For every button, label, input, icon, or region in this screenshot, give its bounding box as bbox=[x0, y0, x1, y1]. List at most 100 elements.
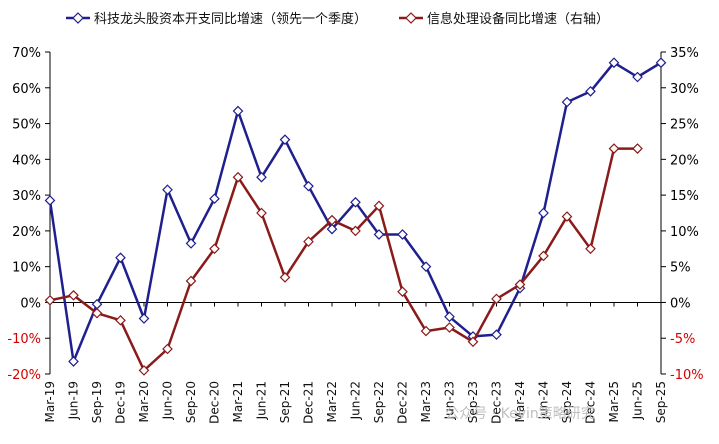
data-point-0 bbox=[138, 313, 150, 324]
data-point-1 bbox=[561, 211, 573, 222]
right-axis-ticks: -10% -5% 0% 5% 10% 15% 20% 25% 30% 35% bbox=[661, 46, 704, 383]
right-tick-label: -5% bbox=[670, 332, 695, 347]
right-tick-label: 5% bbox=[670, 261, 691, 276]
left-tick-label: 70% bbox=[12, 46, 41, 61]
data-point-0 bbox=[397, 229, 408, 240]
data-point-0 bbox=[232, 105, 244, 117]
data-point-1 bbox=[326, 214, 338, 226]
x-tick-label: Jun-19 bbox=[67, 381, 81, 420]
right-tick-label: 25% bbox=[670, 118, 699, 133]
x-tick-label: Jun-24 bbox=[537, 381, 551, 420]
data-point-0 bbox=[655, 57, 667, 69]
data-point-1 bbox=[232, 171, 244, 183]
left-tick-label: 60% bbox=[12, 82, 41, 97]
x-tick-label: Mar-24 bbox=[513, 381, 527, 422]
data-point-1 bbox=[467, 336, 479, 348]
data-point-0 bbox=[209, 193, 220, 205]
left-tick-label: 10% bbox=[12, 261, 41, 276]
data-point-1 bbox=[44, 294, 56, 306]
data-point-0 bbox=[162, 184, 173, 196]
x-tick-label: Sep-21 bbox=[278, 381, 292, 423]
data-point-1 bbox=[514, 279, 526, 290]
left-tick-label: 30% bbox=[12, 189, 41, 204]
data-point-1 bbox=[68, 289, 79, 301]
left-tick-label: 0% bbox=[20, 296, 41, 311]
left-tick-label: -10% bbox=[7, 332, 41, 347]
data-point-1 bbox=[303, 236, 314, 247]
data-point-0 bbox=[185, 238, 197, 249]
series-1 bbox=[44, 143, 643, 376]
data-point-1 bbox=[350, 225, 361, 237]
data-point-1 bbox=[585, 243, 596, 255]
data-point-1 bbox=[209, 243, 220, 255]
data-point-0 bbox=[373, 229, 385, 240]
watermark-text: 公众号 · Kevin策略研究 bbox=[445, 405, 595, 422]
data-point-1 bbox=[185, 275, 197, 287]
data-point-1 bbox=[632, 143, 643, 154]
data-point-1 bbox=[91, 307, 103, 319]
series-0 bbox=[44, 57, 667, 367]
data-point-1 bbox=[162, 343, 173, 355]
x-tick-label: Sep-22 bbox=[372, 381, 386, 423]
data-point-0 bbox=[561, 96, 573, 108]
right-tick-label: 20% bbox=[670, 153, 699, 168]
legend-label-right-series: 信息处理设备同比增速（右轴） bbox=[427, 11, 609, 27]
data-point-0 bbox=[68, 356, 79, 367]
x-tick-label: Jun-25 bbox=[631, 381, 645, 420]
x-tick-label: Dec-19 bbox=[114, 381, 128, 424]
series-line-1 bbox=[49, 147, 638, 372]
data-point-1 bbox=[491, 293, 502, 305]
x-tick-label: Mar-21 bbox=[231, 381, 245, 422]
data-point-1 bbox=[397, 286, 408, 298]
data-point-0 bbox=[585, 86, 596, 97]
data-point-1 bbox=[138, 365, 150, 376]
right-tick-label: 35% bbox=[670, 46, 699, 61]
x-tick-label: Jun-23 bbox=[443, 381, 457, 420]
legend-item-left-series: 科技龙头股资本开支同比增速（领先一个季度） bbox=[66, 11, 367, 27]
legend-item-right-series: 信息处理设备同比增速（右轴） bbox=[399, 11, 609, 27]
data-point-0 bbox=[491, 329, 502, 340]
x-tick-label: Sep-23 bbox=[466, 381, 480, 423]
data-point-0 bbox=[608, 57, 620, 69]
legend-label-left-series: 科技龙头股资本开支同比增速（领先一个季度） bbox=[94, 11, 367, 27]
data-point-0 bbox=[279, 134, 291, 146]
data-point-1 bbox=[538, 250, 549, 262]
data-point-0 bbox=[326, 223, 338, 235]
legend-marker-left-series bbox=[72, 12, 84, 24]
data-point-0 bbox=[303, 180, 314, 192]
x-tick-label: Dec-21 bbox=[302, 381, 316, 424]
data-point-0 bbox=[350, 196, 361, 208]
x-tick-label: Mar-25 bbox=[607, 381, 621, 422]
left-tick-label: 40% bbox=[12, 153, 41, 168]
x-tick-label: Sep-25 bbox=[654, 381, 668, 423]
data-point-1 bbox=[444, 322, 455, 333]
right-tick-label: 15% bbox=[670, 189, 699, 204]
legend: 科技龙头股资本开支同比增速（领先一个季度） 信息处理设备同比增速（右轴） bbox=[66, 11, 609, 27]
x-tick-label: Jun-21 bbox=[255, 381, 269, 420]
data-point-0 bbox=[538, 207, 549, 219]
data-point-0 bbox=[256, 171, 267, 183]
left-tick-label: 20% bbox=[12, 225, 41, 240]
x-tick-label: Dec-20 bbox=[208, 381, 222, 424]
right-tick-label: 0% bbox=[670, 296, 691, 311]
left-tick-label: 50% bbox=[12, 118, 41, 133]
series-layer bbox=[44, 57, 667, 376]
x-tick-label: Dec-23 bbox=[490, 381, 504, 424]
x-tick-label: Mar-23 bbox=[419, 381, 433, 422]
x-tick-label: Dec-24 bbox=[584, 381, 598, 424]
left-tick-label: -20% bbox=[7, 368, 41, 383]
x-tick-label: Mar-19 bbox=[43, 381, 57, 422]
data-point-0 bbox=[632, 71, 643, 83]
data-point-1 bbox=[608, 143, 620, 154]
legend-marker-right-series bbox=[405, 12, 417, 24]
x-axis-ticks: Mar-19 Jun-19 Sep-19 Dec-19 Mar-20 Jun-20 Sep-… bbox=[43, 302, 668, 424]
right-tick-label: 10% bbox=[670, 225, 699, 240]
x-tick-label: Jun-20 bbox=[161, 381, 175, 420]
data-point-1 bbox=[256, 207, 267, 219]
x-tick-label: Jun-22 bbox=[349, 381, 363, 420]
data-point-0 bbox=[444, 311, 455, 323]
data-point-0 bbox=[420, 261, 432, 273]
right-tick-label: 30% bbox=[670, 82, 699, 97]
data-point-0 bbox=[91, 298, 103, 310]
